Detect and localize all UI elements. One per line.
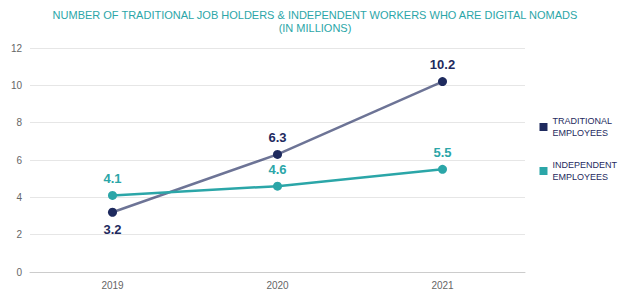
svg-text:6.3: 6.3 <box>268 130 286 145</box>
svg-text:8: 8 <box>16 117 22 128</box>
svg-text:EMPLOYEES: EMPLOYEES <box>552 172 608 182</box>
svg-text:10: 10 <box>11 80 23 91</box>
svg-text:12: 12 <box>11 43 23 54</box>
svg-text:10.2: 10.2 <box>430 57 455 72</box>
svg-text:4.1: 4.1 <box>103 171 121 186</box>
svg-text:INDEPENDENT: INDEPENDENT <box>552 160 617 170</box>
svg-text:2021: 2021 <box>431 280 454 291</box>
svg-text:5.5: 5.5 <box>433 145 451 160</box>
svg-text:2: 2 <box>16 229 22 240</box>
svg-text:TRADITIONAL: TRADITIONAL <box>552 116 612 126</box>
svg-text:EMPLOYEES: EMPLOYEES <box>552 128 608 138</box>
svg-text:0: 0 <box>16 267 22 278</box>
svg-text:4: 4 <box>16 192 22 203</box>
svg-text:2019: 2019 <box>101 280 124 291</box>
svg-text:3.2: 3.2 <box>103 222 121 237</box>
svg-text:(IN MILLIONS): (IN MILLIONS) <box>279 22 352 34</box>
svg-text:NUMBER OF TRADITIONAL JOB HOLD: NUMBER OF TRADITIONAL JOB HOLDERS & INDE… <box>53 9 578 21</box>
svg-text:2020: 2020 <box>266 280 289 291</box>
svg-text:4.6: 4.6 <box>268 162 286 177</box>
svg-text:6: 6 <box>16 155 22 166</box>
